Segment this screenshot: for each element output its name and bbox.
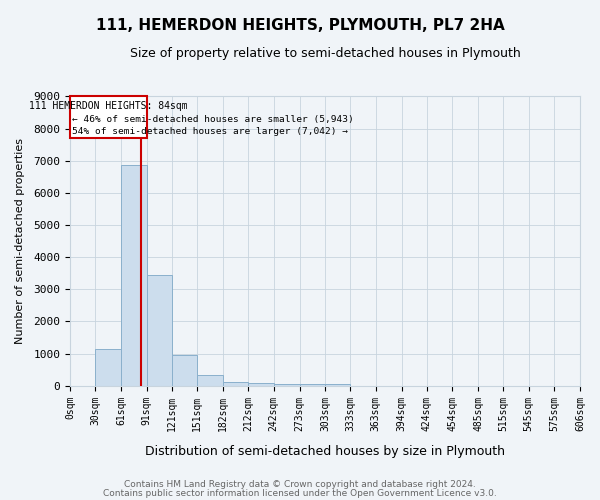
Text: Contains HM Land Registry data © Crown copyright and database right 2024.: Contains HM Land Registry data © Crown c… bbox=[124, 480, 476, 489]
Bar bbox=[248, 384, 274, 386]
Bar bbox=[95, 348, 121, 386]
Text: 111, HEMERDON HEIGHTS, PLYMOUTH, PL7 2HA: 111, HEMERDON HEIGHTS, PLYMOUTH, PL7 2HA bbox=[95, 18, 505, 32]
Bar bbox=[223, 382, 248, 386]
Bar bbox=[172, 355, 197, 386]
X-axis label: Distribution of semi-detached houses by size in Plymouth: Distribution of semi-detached houses by … bbox=[145, 444, 505, 458]
Bar bbox=[146, 275, 172, 386]
Bar bbox=[300, 384, 325, 386]
Bar bbox=[325, 384, 350, 386]
Bar bbox=[274, 384, 300, 386]
Text: 111 HEMERDON HEIGHTS: 84sqm: 111 HEMERDON HEIGHTS: 84sqm bbox=[29, 102, 188, 112]
FancyBboxPatch shape bbox=[70, 96, 146, 138]
Text: 54% of semi-detached houses are larger (7,042) →: 54% of semi-detached houses are larger (… bbox=[72, 127, 348, 136]
Y-axis label: Number of semi-detached properties: Number of semi-detached properties bbox=[15, 138, 25, 344]
Title: Size of property relative to semi-detached houses in Plymouth: Size of property relative to semi-detach… bbox=[130, 48, 520, 60]
Bar bbox=[197, 375, 223, 386]
Text: ← 46% of semi-detached houses are smaller (5,943): ← 46% of semi-detached houses are smalle… bbox=[72, 114, 353, 124]
Bar bbox=[121, 166, 146, 386]
Text: Contains public sector information licensed under the Open Government Licence v3: Contains public sector information licen… bbox=[103, 488, 497, 498]
